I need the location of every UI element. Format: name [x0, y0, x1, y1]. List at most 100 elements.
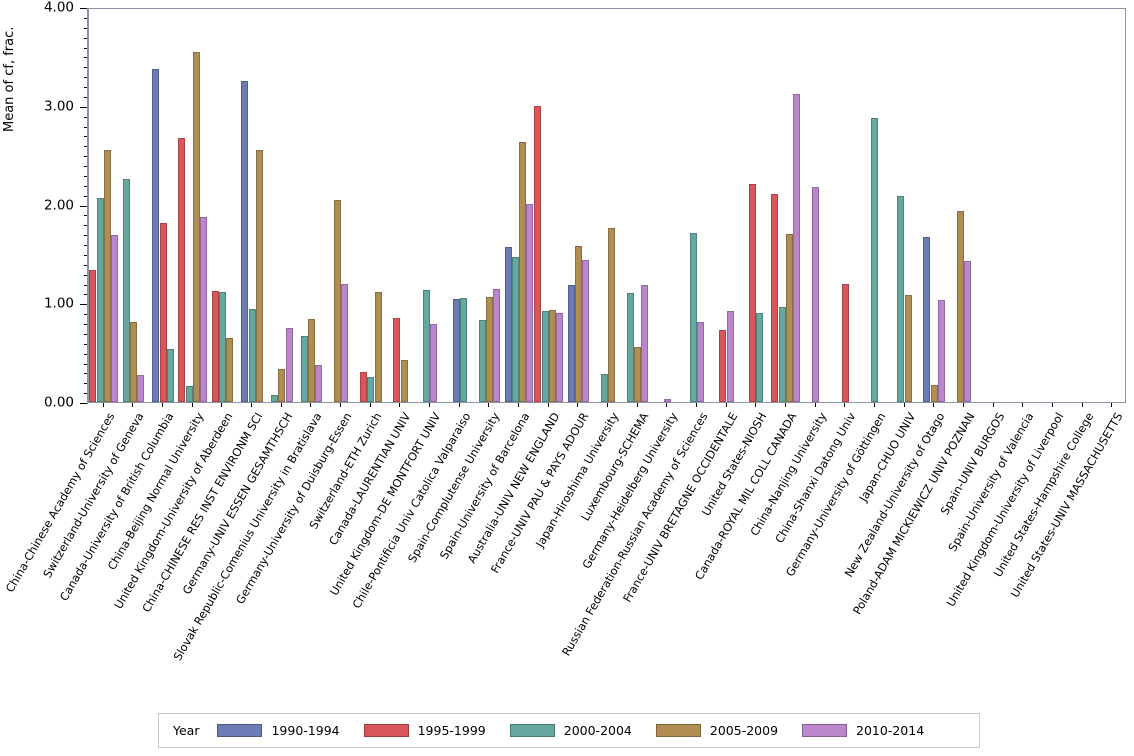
- x-tick-mark: [577, 403, 579, 407]
- y-tick-minor: [84, 47, 88, 49]
- y-tick-minor: [84, 294, 88, 296]
- plot-area: [88, 8, 1126, 403]
- legend-item[interactable]: 1990-1994: [217, 723, 340, 738]
- y-tick-minor: [84, 156, 88, 158]
- y-tick-minor: [84, 225, 88, 227]
- x-tick-label: Russian Federation-Russian Academy of Sc…: [559, 410, 711, 659]
- bar: [793, 93, 801, 402]
- x-tick-mark: [784, 403, 786, 407]
- legend-swatch: [655, 724, 701, 737]
- x-tick-mark: [1051, 403, 1053, 407]
- bar: [697, 322, 705, 402]
- bar: [89, 269, 97, 402]
- x-tick-mark: [933, 403, 935, 407]
- y-tick-minor: [84, 254, 88, 256]
- y-tick-minor: [84, 195, 88, 197]
- y-tick-minor: [84, 373, 88, 375]
- y-tick-minor: [84, 235, 88, 237]
- y-tick-minor: [84, 87, 88, 88]
- y-tick-mark: [80, 304, 88, 306]
- y-tick-minor: [84, 314, 88, 316]
- bar: [556, 313, 564, 402]
- x-tick-mark: [636, 403, 638, 407]
- y-tick-minor: [84, 215, 88, 217]
- bar: [938, 300, 946, 402]
- y-tick-minor: [84, 37, 88, 39]
- bar: [626, 293, 634, 402]
- legend-swatch: [217, 724, 263, 737]
- x-tick-mark: [962, 403, 964, 407]
- bar: [519, 142, 527, 402]
- bar: [430, 324, 438, 402]
- bar: [359, 372, 367, 402]
- bar: [218, 292, 226, 402]
- bar: [485, 297, 493, 402]
- y-tick-label: 3.00: [43, 98, 74, 115]
- bar: [211, 291, 219, 402]
- x-tick-mark: [251, 403, 253, 407]
- bar: [307, 319, 315, 402]
- bar: [270, 395, 278, 402]
- bar: [719, 329, 727, 402]
- y-tick-label: 1.00: [43, 295, 74, 312]
- legend-item[interactable]: 2000-2004: [509, 723, 632, 738]
- bar: [756, 313, 764, 402]
- y-tick-minor: [84, 393, 88, 395]
- legend-item[interactable]: 2010-2014: [802, 723, 924, 738]
- bar: [122, 178, 130, 402]
- legend-item[interactable]: 2005-2009: [655, 723, 778, 738]
- bar: [200, 217, 208, 402]
- bar: [930, 385, 938, 402]
- bar: [871, 117, 879, 402]
- y-tick-minor: [84, 166, 88, 167]
- y-tick-mark: [80, 205, 88, 207]
- bar: [567, 285, 575, 402]
- x-tick-mark: [102, 403, 104, 407]
- bar: [526, 203, 534, 402]
- y-tick-label: 0.00: [43, 394, 74, 411]
- y-tick-minor: [84, 343, 88, 345]
- y-tick-minor: [84, 126, 88, 128]
- y-axis-title: Mean of cf, frac.: [2, 26, 17, 132]
- bar: [111, 235, 119, 402]
- bar: [726, 311, 734, 402]
- x-tick-mark: [755, 403, 757, 407]
- legend-item[interactable]: 1995-1999: [363, 723, 486, 738]
- x-tick-mark: [666, 403, 668, 407]
- y-tick-mark: [80, 106, 88, 108]
- x-tick-mark: [280, 403, 282, 407]
- x-tick-mark: [221, 403, 223, 407]
- x-tick-mark: [844, 403, 846, 407]
- bar: [341, 283, 349, 402]
- bar: [393, 318, 401, 402]
- bar: [956, 211, 964, 402]
- bar: [478, 320, 486, 402]
- bar: [226, 337, 234, 402]
- legend-label: 2000-2004: [563, 723, 632, 738]
- bar: [504, 246, 512, 402]
- bar: [812, 186, 820, 402]
- x-tick-mark: [814, 403, 816, 407]
- x-tick-mark: [310, 403, 312, 407]
- bar: [749, 183, 757, 402]
- bar: [608, 228, 616, 402]
- bars-layer: [89, 9, 1125, 402]
- legend-swatch: [802, 724, 848, 737]
- bar: [422, 290, 430, 402]
- x-tick-mark: [369, 403, 371, 407]
- x-tick-mark: [695, 403, 697, 407]
- y-tick-minor: [84, 245, 88, 246]
- legend-swatch: [363, 724, 409, 737]
- x-tick-mark: [162, 403, 164, 407]
- y-axis: 0.00 1.00 2.00 3.00 4.00: [0, 0, 88, 409]
- bar: [285, 327, 293, 402]
- bar: [582, 259, 590, 402]
- bar: [923, 237, 931, 402]
- legend-title: Year: [173, 723, 200, 738]
- legend-swatch: [509, 724, 555, 737]
- y-tick-minor: [84, 136, 88, 138]
- y-tick-minor: [84, 324, 88, 325]
- bar: [255, 150, 263, 402]
- bar: [541, 311, 549, 402]
